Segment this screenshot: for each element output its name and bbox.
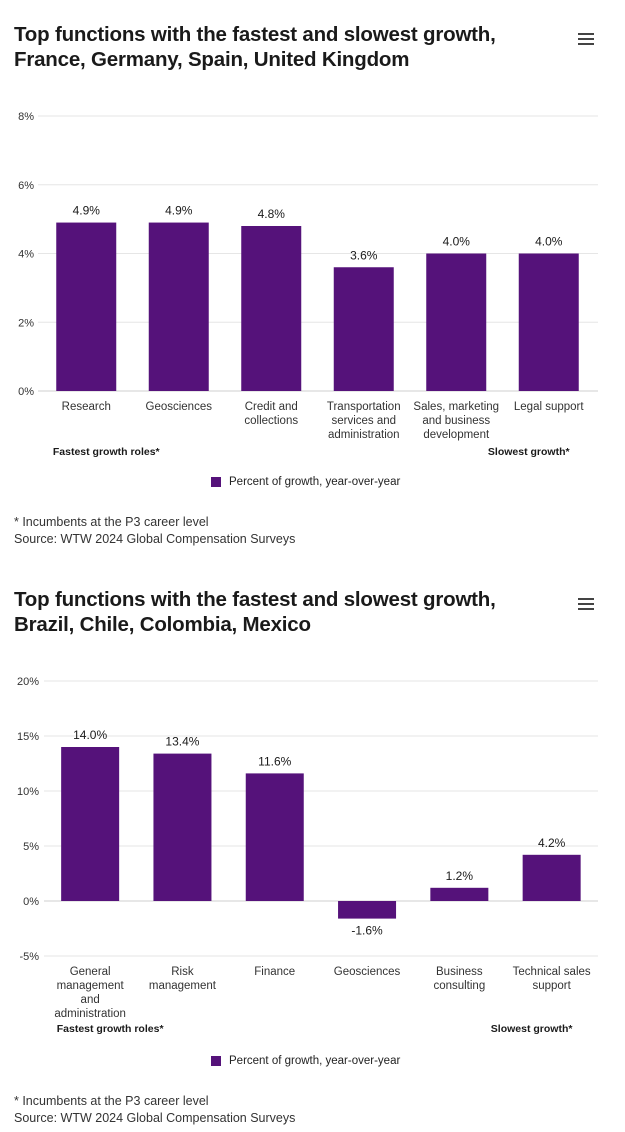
chart-1-legend[interactable]: Percent of growth, year-over-year [211, 476, 400, 488]
chart-1-title-line1: Top functions with the fastest and slowe… [14, 23, 496, 46]
chart-2-legend[interactable]: Percent of growth, year-over-year [211, 1055, 400, 1067]
chart-1-title: Top functions with the fastest and slowe… [14, 22, 496, 72]
category-label-line: Business [436, 966, 483, 978]
fastest-growth-label: Fastest growth roles* [57, 1023, 165, 1035]
bar [333, 267, 394, 391]
chart-1-legend-swatch [211, 477, 221, 487]
data-label: -1.6% [351, 924, 383, 938]
chart-2-title-line1: Top functions with the fastest and slowe… [14, 588, 496, 611]
category-label-line: Research [62, 401, 111, 413]
bar [518, 253, 579, 391]
slowest-growth-label: Slowest growth* [491, 1023, 574, 1035]
data-label: 4.9% [73, 204, 101, 218]
category-label-line: Finance [254, 966, 295, 978]
data-label: 1.2% [446, 869, 474, 883]
category-label: Credit and collections [244, 401, 298, 427]
y-tick-label: 0% [18, 386, 34, 398]
category-label-line: Technical sales [513, 966, 591, 978]
bar [245, 773, 304, 901]
category-label-line: General [70, 966, 111, 978]
data-label: 13.4% [165, 735, 199, 749]
fastest-growth-label: Fastest growth roles* [53, 446, 161, 458]
slowest-growth-label: Slowest growth* [488, 446, 571, 458]
category-label: Business consulting [433, 966, 485, 992]
category-label: Technical sales support [513, 966, 591, 992]
bar [426, 253, 487, 391]
y-tick-label: 8% [18, 111, 34, 123]
y-tick-label: 0% [23, 896, 39, 908]
data-label: 14.0% [73, 728, 107, 742]
category-label-line: and business [422, 415, 490, 427]
data-label: 4.0% [535, 235, 563, 249]
chart-2-plot: -5% 0% 5% 10% 15% 20% 14.0% General management an… [17, 676, 598, 1035]
category-label-line: management [149, 980, 217, 992]
category-label-line: collections [244, 415, 298, 427]
category-label-line: Credit and [245, 401, 298, 413]
chart-1-menu-icon[interactable] [578, 33, 594, 47]
y-tick-label: 5% [23, 841, 39, 853]
category-label: Legal support [514, 401, 584, 413]
chart-2-legend-swatch [211, 1056, 221, 1066]
bar [522, 854, 581, 901]
chart-2-title: Top functions with the fastest and slowe… [14, 587, 496, 637]
category-label-line: Legal support [514, 401, 584, 413]
category-label-line: Transportation [327, 401, 401, 413]
data-label: 11.6% [258, 754, 291, 768]
category-label-line: Geosciences [146, 401, 213, 413]
category-label-line: development [423, 429, 490, 441]
category-label-line: Geosciences [334, 966, 401, 978]
category-label-line: support [532, 980, 571, 992]
chart-2-notes: * Incumbents at the P3 career level Sour… [14, 1093, 295, 1127]
data-label: 3.6% [350, 248, 378, 262]
category-label: Transportation services and administration [327, 401, 401, 441]
category-label: Finance [254, 966, 295, 978]
chart-2-footnote: * Incumbents at the P3 career level [14, 1094, 209, 1108]
bar [153, 753, 212, 901]
bar [61, 747, 120, 901]
y-tick-label: 6% [18, 180, 34, 192]
data-label: 4.2% [538, 836, 566, 850]
data-label: 4.8% [258, 207, 286, 221]
chart-1-source: Source: WTW 2024 Global Compensation Sur… [14, 532, 296, 546]
y-tick-label: 10% [17, 786, 39, 798]
data-label: 4.9% [165, 204, 193, 218]
category-label-line: administration [328, 429, 400, 441]
chart-2-menu-icon[interactable] [578, 598, 594, 612]
category-label: Sales, marketing and business development [413, 401, 499, 441]
bar [56, 222, 117, 391]
bar [338, 901, 397, 919]
y-tick-label: 4% [18, 249, 34, 261]
category-label-line: services and [331, 415, 396, 427]
chart-1-title-line2: France, Germany, Spain, United Kingdom [14, 48, 410, 71]
chart-1-plot: 0% 2% 4% 6% 8% 4.9% Research 4.9% Geosciences 4.8… [18, 111, 598, 458]
chart-2-legend-label: Percent of growth, year-over-year [229, 1055, 401, 1067]
category-label: Research [62, 401, 111, 413]
bar [430, 887, 489, 901]
chart-1-legend-label: Percent of growth, year-over-year [229, 476, 401, 488]
y-tick-label: 2% [18, 317, 34, 329]
chart-1-footnote: * Incumbents at the P3 career level [14, 515, 209, 529]
category-label-line: management [57, 980, 125, 992]
bar [241, 226, 302, 391]
category-label-line: Risk [171, 966, 194, 978]
y-tick-label: 15% [17, 731, 39, 743]
category-label: Risk management [149, 966, 217, 992]
category-label-line: Sales, marketing [413, 401, 499, 413]
chart-1-notes: * Incumbents at the P3 career level Sour… [14, 514, 295, 548]
category-label-line: consulting [433, 980, 485, 992]
category-label: Geosciences [334, 966, 401, 978]
data-label: 4.0% [443, 235, 471, 249]
chart-2-source: Source: WTW 2024 Global Compensation Sur… [14, 1111, 296, 1125]
category-label-line: administration [54, 1008, 126, 1020]
category-label: General management and administration [54, 966, 126, 1020]
y-tick-label: 20% [17, 676, 39, 688]
bar [148, 222, 209, 391]
chart-2-title-line2: Brazil, Chile, Colombia, Mexico [14, 613, 311, 636]
category-label-line: and [81, 994, 100, 1006]
category-label: Geosciences [146, 401, 213, 413]
y-tick-label: -5% [19, 951, 39, 963]
